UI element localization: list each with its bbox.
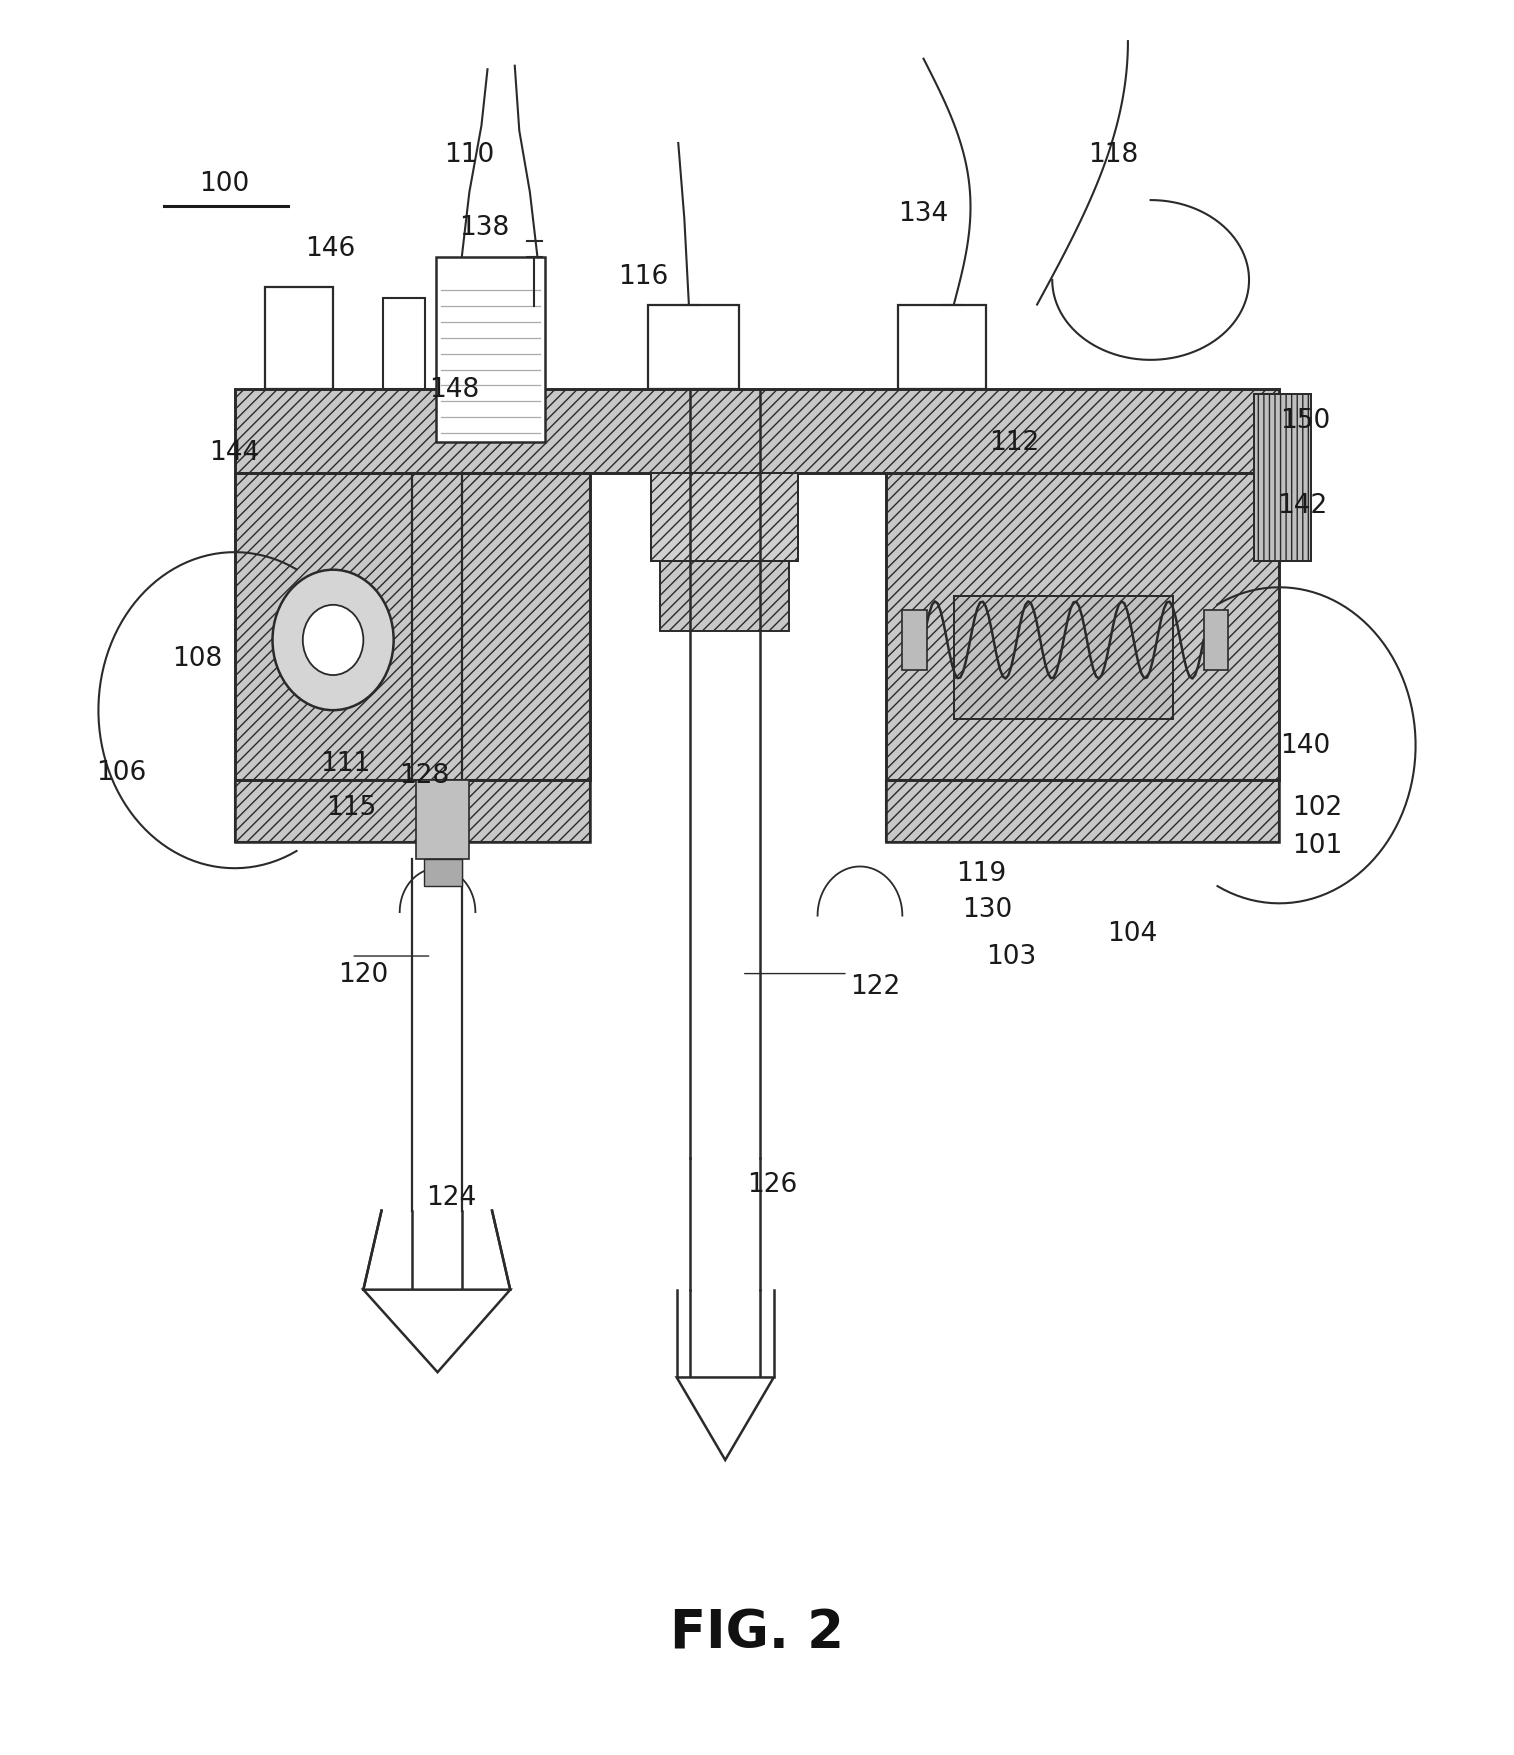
Bar (235, 781, 590, 842)
Bar (898, 305, 986, 390)
Text: 122: 122 (849, 974, 901, 999)
Circle shape (303, 605, 363, 676)
Text: 110: 110 (444, 142, 495, 167)
Bar (235, 781, 590, 842)
Bar (436, 258, 545, 442)
Bar (954, 597, 1173, 720)
Text: 144: 144 (209, 441, 260, 465)
Bar (886, 474, 1279, 781)
Text: 119: 119 (955, 862, 1007, 886)
Text: 124: 124 (425, 1185, 477, 1209)
Bar (235, 474, 590, 781)
Text: 146: 146 (304, 237, 356, 261)
Circle shape (273, 570, 394, 711)
Text: FIG. 2: FIG. 2 (671, 1606, 843, 1658)
Text: 126: 126 (746, 1172, 798, 1197)
Text: 142: 142 (1276, 493, 1328, 518)
Text: 130: 130 (961, 897, 1013, 921)
Bar (886, 781, 1279, 842)
Text: 108: 108 (171, 646, 223, 670)
Bar (648, 305, 739, 390)
Text: 111: 111 (319, 751, 371, 776)
Bar (651, 474, 798, 562)
Bar (424, 860, 462, 886)
Bar (1254, 395, 1311, 562)
Bar (235, 474, 590, 781)
Text: 100: 100 (198, 172, 250, 197)
Text: 103: 103 (986, 944, 1037, 969)
Text: 115: 115 (326, 795, 377, 820)
Text: 138: 138 (459, 216, 510, 240)
Bar (265, 288, 333, 390)
Text: 112: 112 (989, 430, 1040, 455)
Bar (886, 474, 1279, 781)
Bar (1254, 395, 1311, 562)
Bar (886, 781, 1279, 842)
Bar (235, 390, 1279, 474)
Text: 150: 150 (1279, 409, 1331, 433)
Polygon shape (363, 1290, 510, 1372)
Text: 120: 120 (338, 962, 389, 986)
Text: 140: 140 (1279, 734, 1331, 758)
Bar (660, 562, 789, 632)
Text: 116: 116 (618, 265, 669, 290)
Text: 106: 106 (95, 760, 147, 784)
Bar (651, 474, 798, 562)
Bar (235, 390, 1279, 474)
Text: 104: 104 (1107, 921, 1158, 946)
Text: 134: 134 (898, 202, 949, 226)
Bar (954, 597, 1173, 720)
Text: 148: 148 (428, 377, 480, 402)
Polygon shape (677, 1378, 774, 1460)
Text: 128: 128 (398, 763, 450, 788)
Text: 101: 101 (1291, 834, 1343, 858)
Text: 118: 118 (1087, 142, 1139, 167)
Bar (383, 298, 425, 390)
Bar (660, 562, 789, 632)
Bar (1204, 611, 1228, 670)
Text: 102: 102 (1291, 795, 1343, 820)
Bar (902, 611, 927, 670)
Bar (416, 781, 469, 860)
